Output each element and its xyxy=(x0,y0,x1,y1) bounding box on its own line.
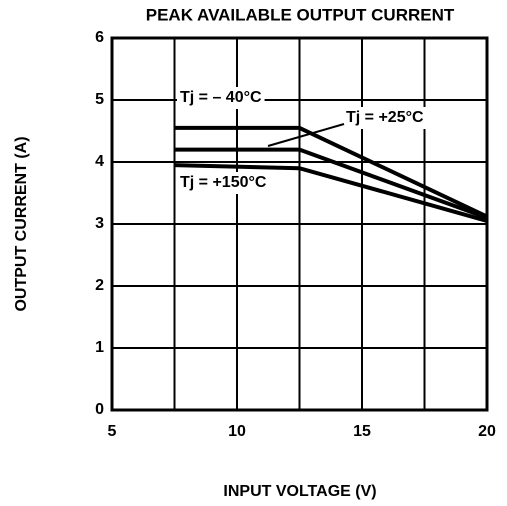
chart-title: PEAK AVAILABLE OUTPUT CURRENT xyxy=(146,5,455,24)
x-axis-label: INPUT VOLTAGE (V) xyxy=(223,483,376,500)
y-tick-label: 4 xyxy=(95,153,104,170)
y-tick-label: 5 xyxy=(95,91,104,108)
label-bg xyxy=(343,107,427,129)
pointer xyxy=(267,123,345,147)
series-label: Tj = +150°C xyxy=(180,174,267,191)
x-tick-label: 15 xyxy=(353,423,371,440)
x-tick-label: 10 xyxy=(228,423,246,440)
series-line xyxy=(174,163,488,223)
y-axis-label: OUTPUT CURRENT (A) xyxy=(13,136,30,311)
series-line xyxy=(174,125,488,219)
series-label: Tj = – 40°C xyxy=(180,89,262,106)
x-tick-label: 20 xyxy=(478,423,496,440)
label-bg xyxy=(177,172,270,194)
y-tick-label: 2 xyxy=(95,277,104,294)
series-label: Tj = +25°C xyxy=(346,109,424,126)
plot-frame xyxy=(110,36,489,412)
x-tick-label: 5 xyxy=(108,423,117,440)
y-tick-label: 1 xyxy=(95,339,104,356)
series-line xyxy=(174,147,488,220)
label-bg xyxy=(177,87,265,109)
y-tick-label: 3 xyxy=(95,215,104,232)
y-tick-label: 0 xyxy=(95,401,104,418)
y-tick-label: 6 xyxy=(95,29,104,46)
